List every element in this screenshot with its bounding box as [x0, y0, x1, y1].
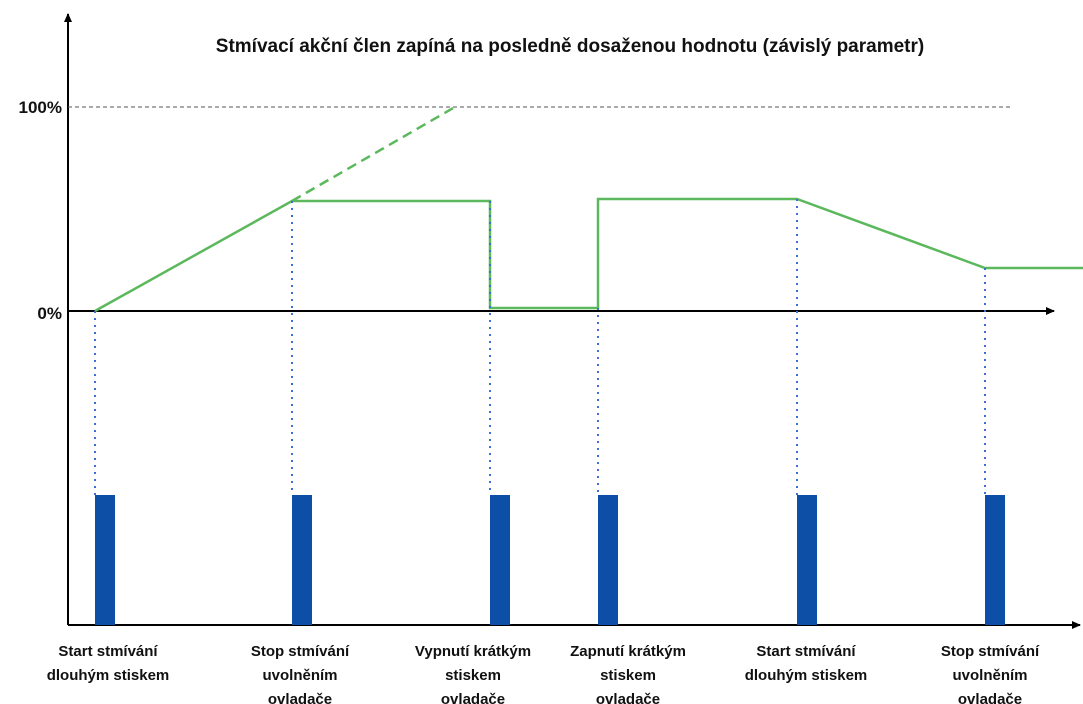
event-label: Vypnutí krátkým — [415, 643, 531, 660]
event-label: Start stmívání — [58, 643, 158, 660]
press-bar — [985, 495, 1005, 625]
event-label: Zapnutí krátkým — [570, 643, 686, 660]
event-label: ovladače — [268, 691, 332, 704]
press-bar — [490, 495, 510, 625]
event-label: dlouhým stiskem — [745, 667, 868, 684]
dim-continuation — [291, 105, 456, 203]
event-label: stiskem — [600, 667, 656, 684]
press-bar — [598, 495, 618, 625]
event-label: uvolněním — [952, 667, 1027, 684]
event-label: ovladače — [596, 691, 660, 704]
press-bar — [797, 495, 817, 625]
y-label: 100% — [19, 98, 62, 117]
press-bar — [95, 495, 115, 625]
event-label: stiskem — [445, 667, 501, 684]
event-label: dlouhým stiskem — [47, 667, 170, 684]
brightness-line — [94, 197, 1083, 313]
event-label: ovladače — [958, 691, 1022, 704]
event-label: Start stmívání — [756, 643, 856, 660]
press-bar — [292, 495, 312, 625]
event-label: Stop stmívání — [251, 643, 350, 660]
event-label: Stop stmívání — [941, 643, 1040, 660]
event-label: uvolněním — [262, 667, 337, 684]
title: Stmívací akční člen zapíná na posledně d… — [216, 36, 924, 57]
y-label: 0% — [37, 304, 62, 323]
event-label: ovladače — [441, 691, 505, 704]
